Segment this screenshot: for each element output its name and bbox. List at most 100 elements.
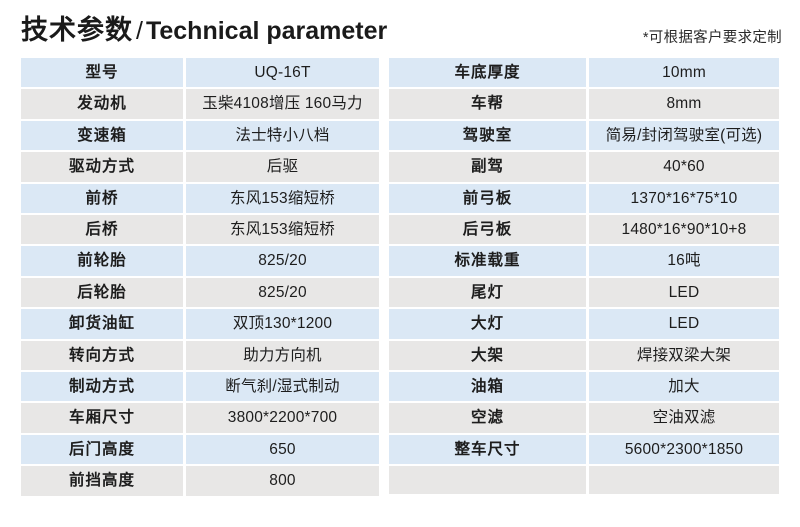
spec-label: 驾驶室: [389, 120, 589, 153]
spec-value: 650: [186, 434, 379, 467]
spec-value: 825/20: [186, 246, 379, 278]
table-row: [389, 495, 779, 526]
spec-table-left-body: 型号 UQ-16T 发动机 玉柴4108增压 160马力 变速箱 法士特小八档 驱动方式 后驱…: [21, 58, 379, 527]
spec-value: 1480*16*90*10+8: [589, 215, 779, 247]
spec-value: 简易/封闭驾驶室(可选): [589, 120, 779, 153]
spec-value: 800: [186, 466, 379, 498]
spec-value: 东风153缩短桥: [186, 183, 379, 216]
spec-value: 双顶130*1200: [186, 309, 379, 341]
table-row: 转向方式 助力方向机: [21, 340, 379, 373]
table-row: 驱动方式 后驱: [21, 152, 379, 184]
spec-label: 副驾: [389, 152, 589, 184]
spec-value: 助力方向机: [186, 340, 379, 373]
table-row: 标准载重 16吨: [389, 246, 779, 278]
table-row: 制动方式 断气刹/湿式制动: [21, 372, 379, 404]
spec-label: 油箱: [389, 372, 589, 404]
spec-label: 前挡高度: [21, 466, 186, 498]
table-row: 后轮胎 825/20: [21, 277, 379, 310]
spec-value: 法士特小八档: [186, 120, 379, 153]
table-row: 前轮胎 825/20: [21, 246, 379, 278]
page-title: 技术参数 / Technical parameter: [21, 14, 387, 47]
spec-value: LED: [589, 309, 779, 341]
table-row: 型号 UQ-16T: [21, 58, 379, 90]
page-header: 技术参数 / Technical parameter *可根据客户要求定制: [0, 0, 800, 56]
table-row: 后弓板 1480*16*90*10+8: [389, 215, 779, 247]
spec-tables-area: 型号 UQ-16T 发动机 玉柴4108增压 160马力 变速箱 法士特小八档 驱动方式 后驱…: [0, 56, 800, 527]
spec-value: UQ-16T: [186, 58, 379, 90]
spec-label: 发动机: [21, 89, 186, 121]
spec-label: 后轮胎: [21, 277, 186, 310]
spec-label: 车帮: [389, 89, 589, 121]
table-row: 车厢尺寸 3800*2200*700: [21, 403, 379, 435]
spec-label: 大架: [389, 340, 589, 373]
customization-note: *可根据客户要求定制: [642, 30, 782, 46]
table-row: 前桥 东风153缩短桥: [21, 183, 379, 216]
table-row: 前弓板 1370*16*75*10: [389, 183, 779, 216]
spec-value: 东风153缩短桥: [186, 215, 379, 247]
spec-label: 车厢尺寸: [21, 403, 186, 435]
page-title-chinese: 技术参数: [21, 15, 133, 45]
spec-value: 1370*16*75*10: [589, 183, 779, 216]
spec-value: 焊接双梁大架: [589, 340, 779, 373]
spec-value: 玉柴4108增压 160马力: [186, 89, 379, 121]
spec-label: 车底厚度: [389, 58, 589, 90]
spec-label: 尾灯: [389, 277, 589, 310]
spec-value: [589, 466, 779, 496]
table-row: 整车尺寸 5600*2300*1850: [389, 434, 779, 467]
spec-value: 后驱: [186, 152, 379, 184]
spec-value: [589, 496, 779, 525]
spec-value: 5600*2300*1850: [589, 434, 779, 467]
table-row: 大灯 LED: [389, 309, 779, 341]
table-row: 车底厚度 10mm: [389, 58, 779, 90]
spec-label: [389, 466, 589, 496]
spec-value: 3800*2200*700: [186, 403, 379, 435]
spec-value: 10mm: [589, 58, 779, 90]
spec-label: 前轮胎: [21, 246, 186, 278]
spec-label: 后门高度: [21, 434, 186, 467]
table-row: 副驾 40*60: [389, 152, 779, 184]
table-row: 尾灯 LED: [389, 277, 779, 310]
spec-table-right: 车底厚度 10mm 车帮 8mm 驾驶室 简易/封闭驾驶室(可选) 副驾 40*60 前弓板 13…: [389, 58, 779, 526]
spec-label: 空滤: [389, 403, 589, 435]
table-row: 驾驶室 简易/封闭驾驶室(可选): [389, 120, 779, 153]
table-row: 后桥 东风153缩短桥: [21, 215, 379, 247]
spec-value: LED: [589, 277, 779, 310]
spec-value: 16吨: [589, 246, 779, 278]
table-row: 卸货油缸 双顶130*1200: [21, 309, 379, 341]
spec-label: [389, 495, 589, 526]
spec-value: 加大: [589, 372, 779, 404]
page-title-english: Technical parameter: [145, 17, 388, 45]
page-title-separator: /: [136, 17, 143, 45]
spec-label: 变速箱: [21, 120, 186, 153]
spec-table-right-body: 车底厚度 10mm 车帮 8mm 驾驶室 简易/封闭驾驶室(可选) 副驾 40*60 前弓板 13…: [389, 58, 779, 526]
table-row: 发动机 玉柴4108增压 160马力: [21, 89, 379, 121]
spec-value: 空油双滤: [589, 403, 779, 435]
spec-value: 40*60: [589, 152, 779, 184]
spec-label: [21, 497, 186, 527]
table-row: 变速箱 法士特小八档: [21, 120, 379, 153]
spec-table-left: 型号 UQ-16T 发动机 玉柴4108增压 160马力 变速箱 法士特小八档 驱动方式 后驱…: [21, 58, 379, 527]
table-row: [21, 497, 379, 527]
table-row: 前挡高度 800: [21, 466, 379, 498]
spec-label: 后桥: [21, 215, 186, 247]
spec-label: 后弓板: [389, 215, 589, 247]
table-row: 大架 焊接双梁大架: [389, 340, 779, 373]
spec-label: 整车尺寸: [389, 434, 589, 467]
spec-value: 825/20: [186, 277, 379, 310]
spec-label: 制动方式: [21, 372, 186, 404]
spec-label: 转向方式: [21, 340, 186, 373]
spec-label: 驱动方式: [21, 152, 186, 184]
spec-label: 前桥: [21, 183, 186, 216]
table-row: 后门高度 650: [21, 434, 379, 467]
spec-label: 卸货油缸: [21, 309, 186, 341]
spec-label: 前弓板: [389, 183, 589, 216]
spec-value: 8mm: [589, 89, 779, 121]
table-row: 车帮 8mm: [389, 89, 779, 121]
spec-label: 型号: [21, 58, 186, 90]
table-row: 油箱 加大: [389, 372, 779, 404]
table-row: 空滤 空油双滤: [389, 403, 779, 435]
spec-label: 大灯: [389, 309, 589, 341]
spec-value: 断气刹/湿式制动: [186, 372, 379, 404]
spec-label: 标准载重: [389, 246, 589, 278]
table-row: [389, 466, 779, 496]
